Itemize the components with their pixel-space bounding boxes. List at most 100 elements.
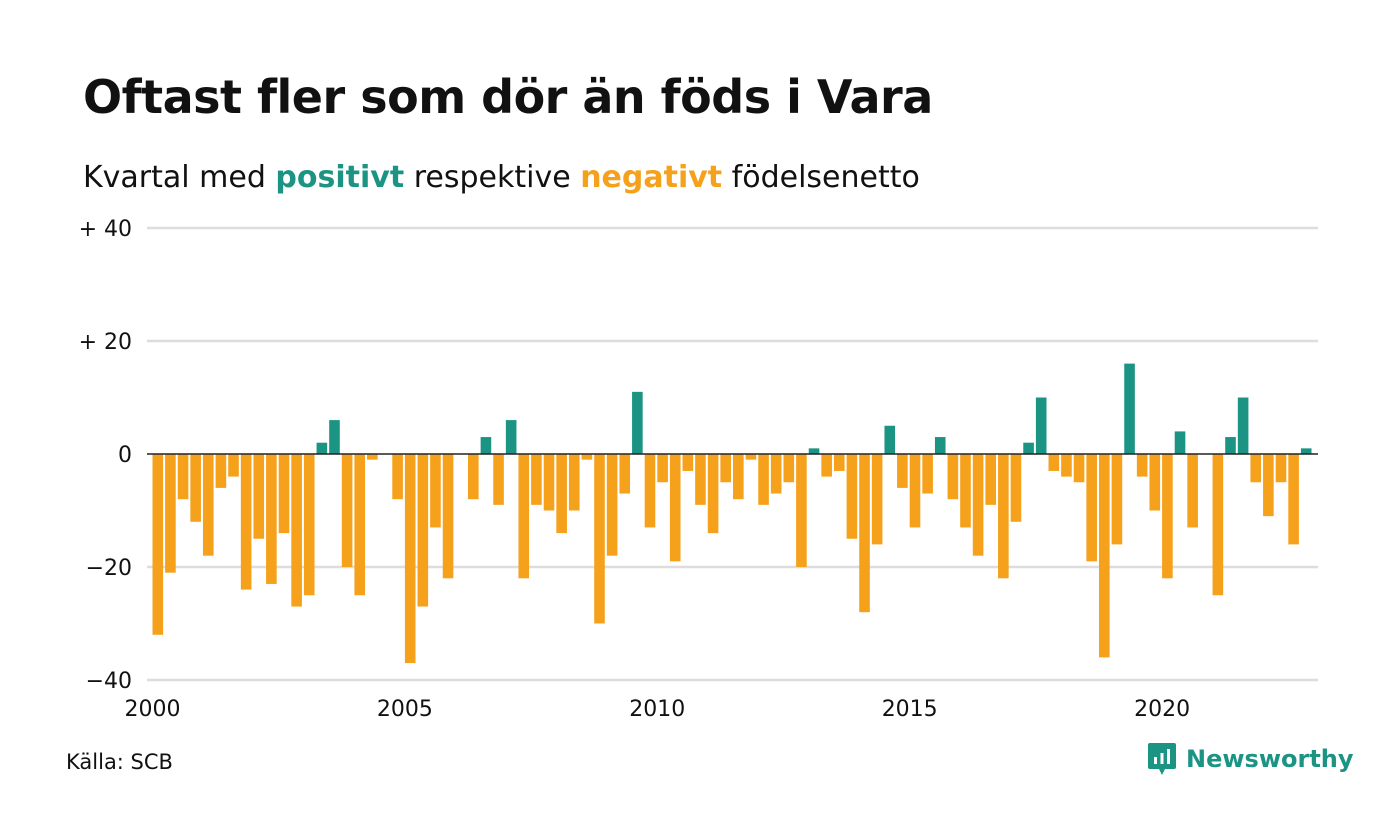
bar-negative: [859, 454, 870, 613]
bar-negative: [972, 454, 984, 556]
bar-negative: [468, 454, 479, 500]
bar-negative: [947, 454, 959, 500]
subtitle-part-1: Kvartal med: [83, 160, 276, 195]
brand-name: Newsworthy: [1186, 745, 1354, 773]
bar-negative: [821, 454, 832, 477]
y-axis-tick-labels: + 40 + 20 0 −20 −40: [79, 217, 132, 694]
bar-positive: [1023, 442, 1034, 454]
brand-logo: Newsworthy: [1147, 742, 1354, 776]
bar-negative: [303, 454, 315, 596]
bar-negative: [430, 454, 441, 528]
bar-negative: [1149, 454, 1161, 511]
bar-positive: [1237, 397, 1249, 454]
bar-positive: [934, 437, 946, 454]
bar-negative: [1162, 454, 1173, 579]
bar-negative: [985, 454, 997, 505]
x-tick-label: 2010: [629, 697, 685, 722]
bar-negative: [417, 454, 429, 607]
bar-positive: [1300, 448, 1312, 454]
bar-negative: [228, 454, 239, 477]
bar-negative: [1212, 454, 1224, 596]
bar-positive: [480, 437, 492, 454]
bar-negative: [1288, 454, 1299, 545]
bar-positive: [316, 442, 328, 454]
bar-negative: [796, 454, 807, 567]
bar-negative: [1263, 454, 1274, 517]
bar-negative: [657, 454, 668, 483]
bar-negative: [556, 454, 567, 534]
bar-negative: [1187, 454, 1198, 528]
bar-positive: [1225, 437, 1236, 454]
bar-negative: [1010, 454, 1022, 522]
bar-negative: [695, 454, 706, 505]
bar-negative: [682, 454, 694, 471]
bar-positive: [884, 425, 896, 454]
chart-title: Oftast fler som dör än föds i Vara: [83, 70, 933, 124]
bar-negative: [543, 454, 555, 511]
y-tick-label: −20: [86, 556, 132, 581]
bar-negative: [594, 454, 605, 624]
bar-negative: [581, 454, 593, 460]
x-tick-label: 2005: [377, 697, 433, 722]
y-tick-label: + 20: [79, 330, 132, 355]
subtitle-part-2: respektive: [404, 160, 581, 195]
bar-negative: [1048, 454, 1060, 471]
bar-negative: [909, 454, 921, 528]
bar-negative: [392, 454, 403, 500]
bar-negative: [165, 454, 176, 573]
x-tick-label: 2000: [125, 697, 181, 722]
bar-negative: [404, 454, 416, 664]
subtitle-positive-word: positivt: [275, 160, 405, 195]
bar-negative: [202, 454, 214, 556]
bar-positive: [1174, 431, 1186, 454]
bar-negative: [998, 454, 1009, 579]
bar-negative: [758, 454, 769, 505]
source-note: Källa: SCB: [66, 750, 173, 774]
bar-negative: [720, 454, 731, 483]
bar-negative: [745, 454, 757, 460]
bar-negative: [1099, 454, 1110, 658]
bar-negative: [215, 454, 227, 488]
bars: [152, 363, 1312, 664]
bar-negative: [669, 454, 681, 562]
y-tick-label: −40: [86, 669, 132, 694]
bar-negative: [278, 454, 290, 534]
bar-negative: [1275, 454, 1287, 483]
bar-negative: [1061, 454, 1072, 477]
bar-negative: [341, 454, 353, 567]
bar-negative: [531, 454, 542, 505]
bar-negative: [518, 454, 530, 579]
bar-negative: [733, 454, 744, 500]
y-tick-label: 0: [118, 443, 132, 468]
bar-negative: [568, 454, 580, 511]
bar-positive: [1035, 397, 1047, 454]
x-tick-label: 2020: [1134, 697, 1190, 722]
x-tick-label: 2015: [882, 697, 938, 722]
y-tick-label: + 40: [79, 217, 132, 242]
newsworthy-logo-icon: [1148, 743, 1176, 775]
bar-negative: [606, 454, 618, 556]
bar-negative: [493, 454, 504, 505]
bar-negative: [442, 454, 454, 579]
bar-negative: [253, 454, 265, 539]
bar-positive: [632, 391, 643, 454]
bar-negative: [707, 454, 719, 534]
bar-negative: [783, 454, 795, 483]
bar-negative: [833, 454, 845, 471]
x-axis-tick-labels: 2000 2005 2010 2015 2020: [125, 697, 1191, 722]
bar-negative: [367, 454, 378, 460]
bar-negative: [922, 454, 933, 494]
bar-negative: [871, 454, 883, 545]
bar-negative: [960, 454, 971, 528]
bar-negative: [1250, 454, 1262, 483]
bar-negative: [770, 454, 782, 494]
bar-negative: [1136, 454, 1148, 477]
bar-negative: [897, 454, 908, 488]
bar-negative: [354, 454, 366, 596]
bar-negative: [1073, 454, 1085, 483]
bar-negative: [266, 454, 277, 584]
bar-negative: [291, 454, 302, 607]
bar-negative: [152, 454, 164, 635]
bar-negative: [177, 454, 189, 500]
